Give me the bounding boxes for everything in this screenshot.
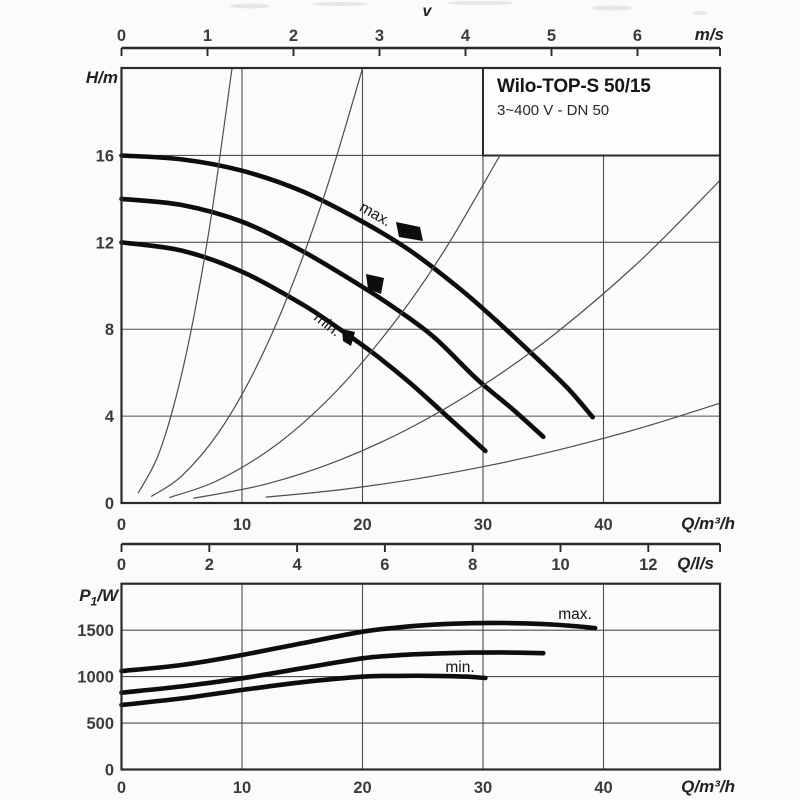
scan-smudge <box>312 2 368 6</box>
power-xtick-label: 10 <box>233 779 251 797</box>
liters-tick-label: 10 <box>551 556 569 574</box>
head-curve-mid <box>119 196 546 440</box>
head-curve-velocity-curve-2 <box>151 68 364 497</box>
velocity-tick-label: 1 <box>203 27 212 45</box>
power-curve-min <box>119 673 488 708</box>
velocity-tick-label: 6 <box>633 27 642 45</box>
power-max-curve-label: max. <box>558 606 592 623</box>
head-xtick-label: 10 <box>233 516 251 534</box>
liters-tick-label: 8 <box>468 556 477 574</box>
flow-axis-unit-top: Q/m³/h <box>681 514 735 533</box>
power-ytick-label: 0 <box>105 762 114 780</box>
scan-smudge <box>230 3 270 9</box>
power-ytick-label: 500 <box>86 715 114 733</box>
head-ytick-label: 0 <box>105 495 114 513</box>
head-curve-velocity-curve-5 <box>265 402 721 498</box>
liters-axis-unit: Q/l/s <box>677 554 714 573</box>
head-curve-max <box>119 153 595 420</box>
velocity-axis-title: v <box>422 3 432 20</box>
velocity-tick-label: 0 <box>117 27 126 45</box>
power-ytick-label: 1000 <box>77 669 114 687</box>
power-curve-mid <box>119 650 546 695</box>
power-ytick-label: 1500 <box>77 622 114 640</box>
velocity-tick-label: 2 <box>289 27 298 45</box>
liters-tick-label: 12 <box>639 556 657 574</box>
velocity-tick-label: 4 <box>461 27 471 45</box>
power-chart-frame <box>120 582 722 771</box>
head-chart-frame <box>120 66 722 505</box>
liters-tick-label: 6 <box>380 556 389 574</box>
power-axis-unit-sub: 1 <box>90 594 98 609</box>
liters-tick-label: 4 <box>293 556 303 574</box>
power-curve-max <box>119 620 598 674</box>
head-curve-velocity-curve-4 <box>193 179 721 499</box>
velocity-axis-unit: m/s <box>694 25 724 44</box>
power-axis-unit: P1/W <box>66 586 118 608</box>
head-ytick-label: 12 <box>96 234 114 252</box>
power-axis-unit-base: P <box>79 586 91 605</box>
mid-speed-flag <box>366 274 384 294</box>
flow-axis-unit-bottom: Q/m³/h <box>681 777 735 796</box>
head-xtick-label: 40 <box>594 516 612 534</box>
head-ytick-label: 16 <box>96 147 114 165</box>
max-speed-flag <box>396 222 423 241</box>
power-xtick-label: 30 <box>474 779 492 797</box>
head-xtick-label: 0 <box>117 516 126 534</box>
pump-model-title: Wilo-TOP-S 50/15 <box>497 76 651 97</box>
head-ytick-label: 4 <box>105 408 115 426</box>
liters-tick-label: 2 <box>205 556 214 574</box>
head-xtick-label: 30 <box>474 516 492 534</box>
power-xtick-label: 40 <box>594 779 612 797</box>
scan-smudge <box>592 5 632 11</box>
head-curve-velocity-curve-1 <box>137 68 233 494</box>
min-speed-flag <box>342 329 355 346</box>
head-ytick-label: 8 <box>105 321 114 339</box>
head-xtick-label: 20 <box>353 516 371 534</box>
power-axis-unit-rest: /W <box>97 586 118 605</box>
pump-model-subtitle: 3~400 V - DN 50 <box>497 102 610 119</box>
head-curve-min <box>119 240 488 454</box>
power-min-curve-label: min. <box>445 659 475 676</box>
power-xtick-label: 20 <box>353 779 371 797</box>
velocity-tick-label: 3 <box>375 27 384 45</box>
velocity-tick-label: 5 <box>547 27 556 45</box>
scan-smudge <box>692 11 708 15</box>
scan-smudge <box>446 1 514 5</box>
head-curve-velocity-curve-3 <box>169 154 501 498</box>
power-xtick-label: 0 <box>117 779 126 797</box>
liters-tick-label: 0 <box>117 556 126 574</box>
head-axis-unit: H/m <box>85 68 118 87</box>
